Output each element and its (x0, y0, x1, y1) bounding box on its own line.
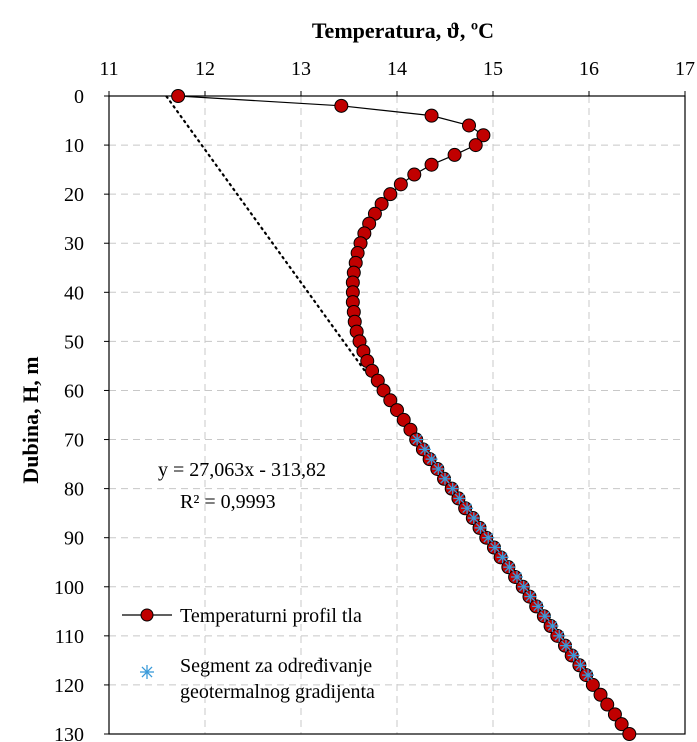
y-tick-label: 10 (64, 135, 84, 157)
gradient-segment-point (467, 512, 480, 525)
y-axis-ticks: 0 10 20 30 40 50 60 70 80 90 100 110 120 130 (54, 86, 109, 742)
gradient-segment-point (411, 433, 424, 446)
y-tick-label: 100 (54, 577, 84, 599)
temperature-profile-point (622, 727, 637, 741)
x-tick-label: 14 (387, 58, 407, 80)
legend-label-gradient-segment-line2: geotermalnog gradijenta (180, 681, 375, 703)
gradient-segment-point (503, 561, 516, 574)
trendline-equation: y = 27,063x - 313,82 (158, 459, 326, 481)
temperature-profile-point (593, 687, 608, 702)
y-tick-label: 60 (64, 380, 84, 402)
gradient-segment-point (524, 590, 537, 603)
trendline-r-squared: R² = 0,9993 (180, 491, 276, 513)
gradient-segment-point (574, 659, 587, 672)
series-markers-gradient-segment (411, 433, 595, 682)
y-tick-label: 80 (64, 479, 84, 501)
temperature-profile-point (424, 157, 439, 172)
gradient-segment-point (453, 492, 466, 505)
temperature-profile-point (390, 403, 404, 418)
temperature-profile-point (614, 717, 629, 732)
x-axis-title: Temperatura, ϑ, ºC (312, 18, 494, 43)
temperature-profile-point (396, 412, 411, 427)
x-tick-label: 13 (291, 58, 311, 80)
y-tick-label: 110 (55, 626, 84, 648)
x-tick-label: 16 (579, 58, 599, 80)
gradient-segment-point (553, 629, 566, 642)
y-axis-title: Dubina, H, m (18, 356, 43, 483)
trendline-path (165, 95, 370, 377)
gradient-segment-point (474, 521, 487, 534)
y-tick-label: 70 (64, 430, 84, 452)
gradient-segment-point (582, 669, 595, 682)
legend-marker-temperature-profile (140, 608, 154, 622)
x-tick-label: 11 (99, 58, 118, 80)
x-tick-label: 15 (483, 58, 503, 80)
temperature-profile-point (468, 138, 483, 153)
legend-label-temperature-profile: Temperaturni profil tla (180, 605, 362, 627)
gradient-segment-point (488, 541, 501, 554)
temperature-profile-point (462, 118, 476, 133)
y-tick-label: 0 (74, 86, 84, 108)
temperature-profile-point (171, 89, 186, 103)
temperature-profile-point (607, 707, 622, 722)
gradient-segment-point (496, 551, 509, 564)
temperature-profile-point (600, 697, 615, 712)
gradient-segment-point (546, 620, 559, 633)
legend: Temperaturni profil tla Segment za određ… (122, 605, 375, 703)
temperature-profile-point (476, 128, 491, 143)
temperature-profile-point (424, 108, 439, 123)
gradient-segment-point (567, 649, 580, 662)
gradient-segment-point (559, 639, 572, 652)
gradient-segment-point (425, 453, 438, 466)
series-markers-temperature-profile (171, 89, 637, 741)
gradient-segment-point (517, 580, 530, 593)
legend-marker-gradient-segment (140, 665, 154, 679)
legend-asterisk-glyph (140, 665, 154, 679)
y-tick-label: 40 (64, 282, 84, 304)
x-axis-ticks: 11 12 13 14 15 16 17 (99, 58, 695, 96)
temperature-profile-point (585, 677, 600, 692)
gradient-segment-point (432, 462, 445, 475)
temperature-profile-point (383, 187, 398, 202)
y-tick-label: 50 (64, 331, 84, 353)
temperature-profile-point (393, 177, 408, 192)
temperature-profile-point (374, 196, 389, 211)
gradient-segment-point (532, 600, 545, 613)
trendline (165, 95, 370, 377)
temperature-profile-point (376, 383, 391, 398)
gradient-segment-point (461, 502, 474, 515)
y-tick-label: 20 (64, 184, 84, 206)
gradient-segment-point (511, 570, 523, 583)
gradient-segment-point (482, 531, 495, 544)
x-tick-label: 17 (675, 58, 695, 80)
y-tick-label: 120 (54, 675, 84, 697)
legend-label-gradient-segment-line1: Segment za određivanje (180, 655, 372, 677)
y-tick-label: 90 (64, 528, 84, 550)
temperature-profile-point (447, 147, 462, 162)
temperature-profile-point (407, 167, 422, 182)
gradient-segment-point (439, 472, 451, 485)
y-tick-label: 30 (64, 233, 84, 255)
y-tick-label: 130 (54, 724, 84, 742)
temperature-profile-point (334, 98, 349, 113)
gradient-segment-point (446, 482, 459, 495)
x-tick-label: 12 (195, 58, 215, 80)
gradient-segment-point (418, 443, 431, 456)
gradient-segment-point (538, 610, 551, 623)
temperature-profile-point (383, 393, 398, 408)
